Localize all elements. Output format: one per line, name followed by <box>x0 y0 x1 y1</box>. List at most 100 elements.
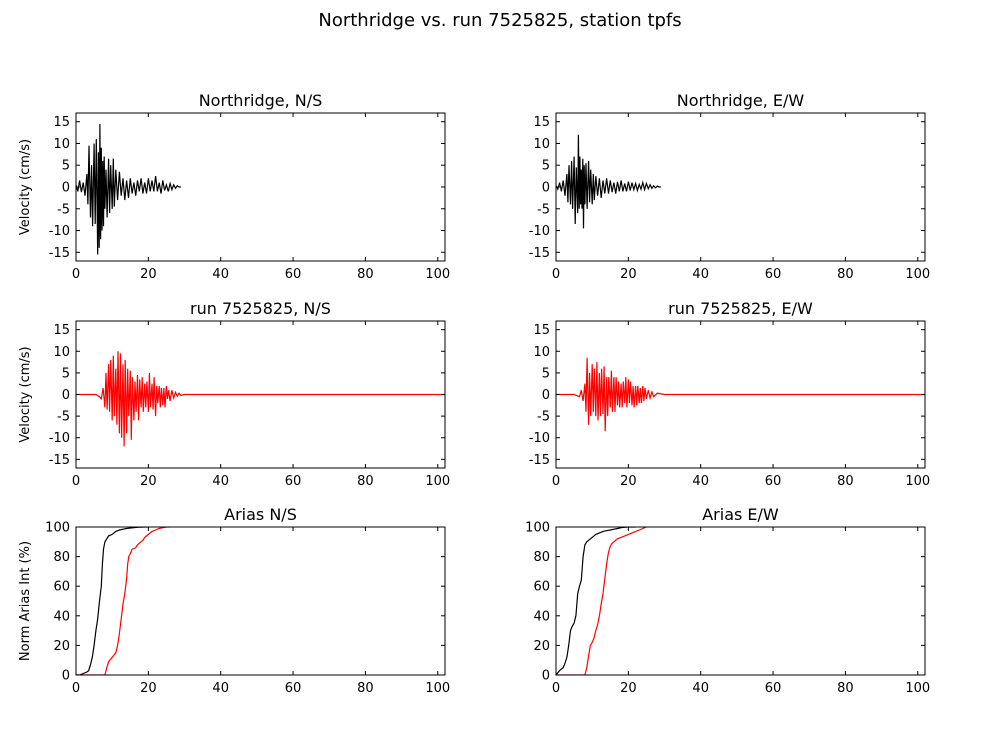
y-tick-label: -15 <box>49 453 70 468</box>
x-tick-label: 60 <box>285 474 302 489</box>
series-line-1 <box>556 357 925 432</box>
x-tick-label: 40 <box>212 267 229 282</box>
x-tick-label: 0 <box>72 681 80 696</box>
figure-title: Northridge vs. run 7525825, station tpfs <box>318 10 682 31</box>
subplot-title: Arias E/W <box>702 505 779 524</box>
x-tick-label: 60 <box>765 681 782 696</box>
x-tick-label: 60 <box>285 267 302 282</box>
axes-frame <box>555 112 926 262</box>
y-tick-label: -10 <box>49 431 70 446</box>
x-tick-label: 80 <box>837 267 854 282</box>
y-tick-label: -5 <box>57 202 70 217</box>
y-tick-label: -10 <box>49 224 70 239</box>
x-tick-label: 40 <box>692 267 709 282</box>
y-tick-label: 0 <box>542 669 550 684</box>
subplot-title: Arias N/S <box>224 505 297 524</box>
y-tick-label: 0 <box>62 388 70 403</box>
series-line-1 <box>556 134 661 229</box>
y-axis-label: Norm Arias Int (%) <box>18 541 33 661</box>
subplot-6: 0 20 40 60 80 100 0 20 40 60 80 100 Arias E/W <box>525 505 930 696</box>
series-line-1 <box>76 527 149 675</box>
y-tick-label: 20 <box>53 639 70 654</box>
subplot-5: 0 20 40 60 80 100 0 20 40 60 80 100 Arias N/S Norm Ar… <box>18 505 450 696</box>
x-tick-label: 60 <box>285 681 302 696</box>
x-tick-label: 100 <box>905 474 930 489</box>
axes-frame <box>75 112 446 262</box>
x-tick-label: 100 <box>425 474 450 489</box>
x-tick-label: 100 <box>905 267 930 282</box>
x-tick-label: 20 <box>140 474 157 489</box>
x-tick-label: 80 <box>357 681 374 696</box>
y-tick-label: 100 <box>45 521 70 536</box>
subplot-title: run 7525825, E/W <box>668 299 813 318</box>
y-tick-label: 5 <box>542 366 550 381</box>
y-tick-label: 15 <box>533 115 550 130</box>
x-tick-label: 20 <box>620 474 637 489</box>
y-tick-label: 10 <box>53 137 70 152</box>
y-tick-label: -10 <box>529 224 550 239</box>
x-tick-label: 80 <box>357 474 374 489</box>
series-line-2 <box>556 527 647 675</box>
x-tick-label: 0 <box>72 474 80 489</box>
y-tick-label: 60 <box>533 580 550 595</box>
series-line-2 <box>76 527 171 675</box>
axes-frame <box>75 320 446 469</box>
series-line-1 <box>76 351 445 447</box>
subplot-title: Northridge, N/S <box>199 91 323 110</box>
subplot-3: 0 20 40 60 80 100 -15 -10 -5 0 5 10 15 run 7525825, N… <box>18 299 450 489</box>
series-line-1 <box>556 527 636 675</box>
subplot-title: run 7525825, N/S <box>190 299 331 318</box>
axes-frame <box>555 526 926 676</box>
y-tick-label: 15 <box>53 115 70 130</box>
x-tick-label: 40 <box>212 681 229 696</box>
x-tick-label: 0 <box>552 681 560 696</box>
x-tick-label: 40 <box>692 474 709 489</box>
x-tick-label: 60 <box>765 474 782 489</box>
x-tick-label: 60 <box>765 267 782 282</box>
axes-frame <box>555 320 926 469</box>
x-tick-label: 20 <box>140 267 157 282</box>
y-tick-label: 40 <box>533 609 550 624</box>
y-tick-label: 10 <box>533 137 550 152</box>
y-tick-label: 0 <box>62 669 70 684</box>
x-tick-label: 40 <box>212 474 229 489</box>
y-tick-label: -15 <box>529 453 550 468</box>
subplot-4: 0 20 40 60 80 100 -15 -10 -5 0 5 10 15 run 7525825, E… <box>529 299 930 489</box>
y-tick-label: 15 <box>533 323 550 338</box>
y-tick-label: -15 <box>49 246 70 261</box>
series-line-1 <box>76 123 181 255</box>
x-tick-label: 0 <box>552 267 560 282</box>
x-tick-label: 20 <box>620 267 637 282</box>
y-tick-label: 15 <box>53 323 70 338</box>
x-tick-label: 0 <box>72 267 80 282</box>
axes-frame <box>75 526 446 676</box>
subplot-title: Northridge, E/W <box>677 91 805 110</box>
y-tick-label: 0 <box>542 181 550 196</box>
y-axis-label: Velocity (cm/s) <box>18 139 33 235</box>
y-tick-label: -5 <box>537 410 550 425</box>
y-tick-label: 80 <box>53 550 70 565</box>
y-tick-label: 100 <box>525 521 550 536</box>
x-tick-label: 100 <box>425 681 450 696</box>
y-tick-label: 5 <box>62 159 70 174</box>
x-tick-label: 80 <box>837 681 854 696</box>
y-tick-label: 5 <box>62 366 70 381</box>
x-tick-label: 0 <box>552 474 560 489</box>
y-tick-label: -15 <box>529 246 550 261</box>
y-tick-label: -5 <box>537 202 550 217</box>
subplot-2: 0 20 40 60 80 100 -15 -10 -5 0 5 10 15 Northridge, E/… <box>529 91 930 282</box>
subplot-1: 0 20 40 60 80 100 -15 -10 -5 0 5 10 15 Northridge, N/… <box>18 91 450 282</box>
x-tick-label: 100 <box>425 267 450 282</box>
y-tick-label: 0 <box>542 388 550 403</box>
x-tick-label: 100 <box>905 681 930 696</box>
y-tick-label: -5 <box>57 410 70 425</box>
y-tick-label: 20 <box>533 639 550 654</box>
x-tick-label: 20 <box>620 681 637 696</box>
y-tick-label: 60 <box>53 580 70 595</box>
y-tick-label: 10 <box>53 345 70 360</box>
y-tick-label: 80 <box>533 550 550 565</box>
y-axis-label: Velocity (cm/s) <box>18 346 33 442</box>
x-tick-label: 80 <box>357 267 374 282</box>
x-tick-label: 80 <box>837 474 854 489</box>
